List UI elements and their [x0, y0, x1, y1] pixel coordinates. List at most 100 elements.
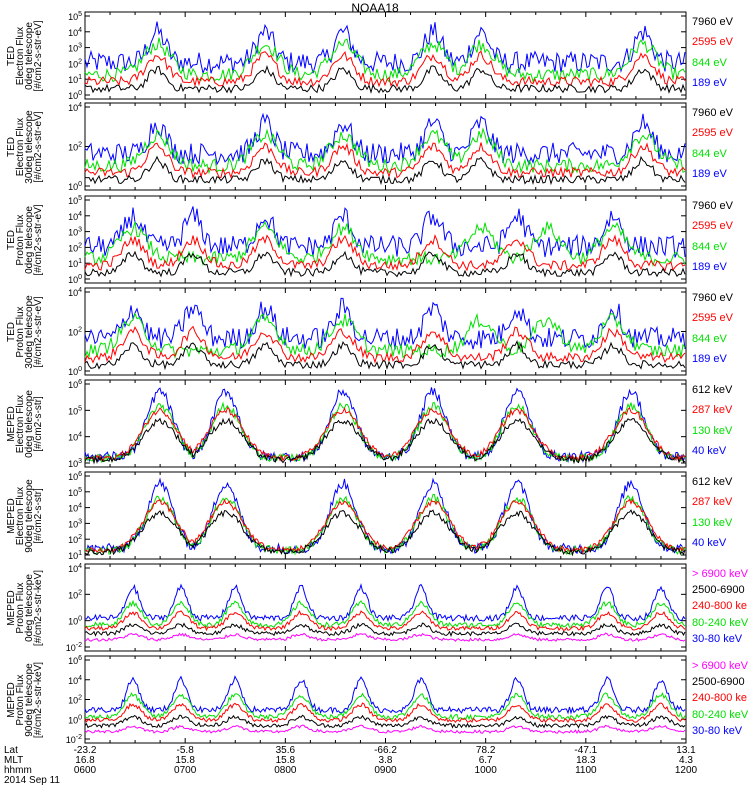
y-tick-label: 102 [68, 58, 82, 69]
legend-entry: 7960 eV [692, 200, 733, 212]
series-trace-black [84, 64, 686, 94]
series-trace-blue [84, 21, 686, 75]
figure-title: NOAA18 [351, 1, 399, 15]
legend-entry: 844 eV [692, 332, 727, 345]
legend-entry: 30-80 keV [692, 632, 743, 645]
panel-ylabel-line: [#/cm2-s-str-keV] [33, 661, 44, 738]
panel-frame [84, 471, 687, 560]
legend-entry: 844 eV [692, 147, 727, 160]
footer-hhmm: 1100 [575, 765, 597, 776]
footer-mlt: 6.7 [478, 755, 493, 766]
legend-entry: 40 keV [692, 444, 727, 457]
y-tick-label: 104 [68, 27, 82, 38]
series-trace-red [84, 325, 686, 364]
legend-entry: 240-800 ke [692, 600, 748, 613]
series-trace-green [84, 599, 686, 629]
series-trace-magenta [84, 632, 686, 642]
y-tick-label: 100 [68, 181, 82, 192]
series-trace-magenta [84, 724, 686, 735]
y-tick-label: 100 [68, 90, 82, 101]
legend-entry: 189 eV [692, 260, 727, 273]
series-trace-red [84, 234, 686, 272]
footer-hhmm: 0700 [174, 765, 197, 776]
series-trace-green [84, 37, 686, 83]
legend-entry: 2500-6900 [692, 676, 745, 689]
legend-entry: 80-240 keV [692, 708, 749, 721]
y-tick-label: 10-2 [66, 734, 82, 745]
legend-entry: > 6900 keV [692, 568, 748, 580]
series-trace-red [84, 50, 686, 89]
series-trace-black [84, 714, 686, 729]
series-trace-black [84, 509, 686, 557]
y-tick-label: 102 [68, 534, 82, 545]
footer-mlt: 4.3 [679, 755, 693, 766]
series-trace-red [84, 702, 686, 724]
footer-hhmm: 0900 [374, 765, 397, 776]
series-trace-red [84, 498, 686, 555]
y-tick-label: 104 [68, 432, 82, 443]
footer-mlt: 3.8 [378, 755, 393, 766]
series-trace-red [84, 142, 686, 179]
legend-entry: 40 keV [692, 536, 727, 549]
y-tick-label: 102 [68, 589, 82, 600]
series-trace-red [84, 610, 686, 632]
y-tick-label: 104 [68, 287, 82, 298]
footer-hhmm: 0600 [73, 765, 97, 776]
legend-entry: 2500-6900 [692, 584, 745, 597]
legend-entry: 130 keV [692, 516, 733, 529]
footer-label: Lat [4, 745, 18, 756]
panel-frame [84, 195, 687, 284]
footer-mlt: 18.3 [576, 755, 596, 766]
legend-entry: 80-240 keV [692, 616, 749, 629]
series-trace-blue [84, 297, 686, 350]
y-tick-label: 104 [68, 675, 82, 686]
footer-label: hhmm [4, 765, 32, 776]
y-tick-label: 106 [68, 471, 82, 482]
legend-entry: 189 eV [692, 167, 727, 180]
series-trace-black [84, 417, 686, 465]
legend-entry: 7960 eV [692, 107, 733, 119]
panel-frame [84, 11, 687, 100]
legend-entry: 2595 eV [692, 220, 733, 233]
series-trace-black [84, 250, 686, 278]
y-tick-label: 105 [68, 405, 82, 416]
y-tick-label: 100 [68, 274, 82, 285]
y-tick-label: 101 [68, 74, 82, 85]
series-trace-blue [84, 582, 686, 623]
y-tick-label: 102 [68, 242, 82, 253]
y-tick-label: 103 [68, 43, 82, 54]
legend-entry: > 6900 keV [692, 660, 748, 672]
footer-lat: 13.1 [676, 745, 696, 756]
legend-entry: 844 eV [692, 56, 727, 69]
y-tick-label: 102 [68, 327, 82, 338]
y-tick-label: 101 [68, 550, 82, 561]
legend-entry: 612 keV [692, 384, 733, 396]
y-tick-label: 100 [68, 616, 82, 627]
y-tick-label: 102 [68, 695, 82, 706]
y-tick-label: 103 [68, 458, 82, 469]
footer-mlt: 15.8 [275, 755, 296, 766]
legend-entry: 287 keV [692, 404, 733, 417]
footer-lat: -47.1 [574, 745, 598, 756]
footer-lat: -23.2 [73, 745, 97, 756]
y-tick-label: 10-2 [66, 642, 82, 653]
legend-entry: 2595 eV [692, 127, 733, 140]
legend-entry: 189 eV [692, 76, 727, 89]
footer-mlt: 15.8 [175, 755, 195, 766]
footer-lat: -66.2 [374, 745, 397, 756]
y-tick-label: 105 [68, 11, 82, 22]
legend-entry: 612 keV [692, 476, 733, 488]
footer-lat: 35.6 [275, 745, 296, 756]
y-tick-label: 103 [68, 227, 82, 238]
series-trace-green [84, 401, 686, 464]
series-trace-blue [84, 112, 686, 166]
footer-lat: -5.8 [176, 745, 194, 756]
legend-entry: 130 keV [692, 424, 733, 437]
y-tick-label: 105 [68, 487, 82, 498]
series-trace-blue [84, 675, 686, 715]
y-tick-label: 103 [68, 518, 82, 529]
legend-entry: 2595 eV [692, 312, 733, 325]
legend-entry: 189 eV [692, 352, 727, 365]
series-trace-green [85, 692, 686, 721]
